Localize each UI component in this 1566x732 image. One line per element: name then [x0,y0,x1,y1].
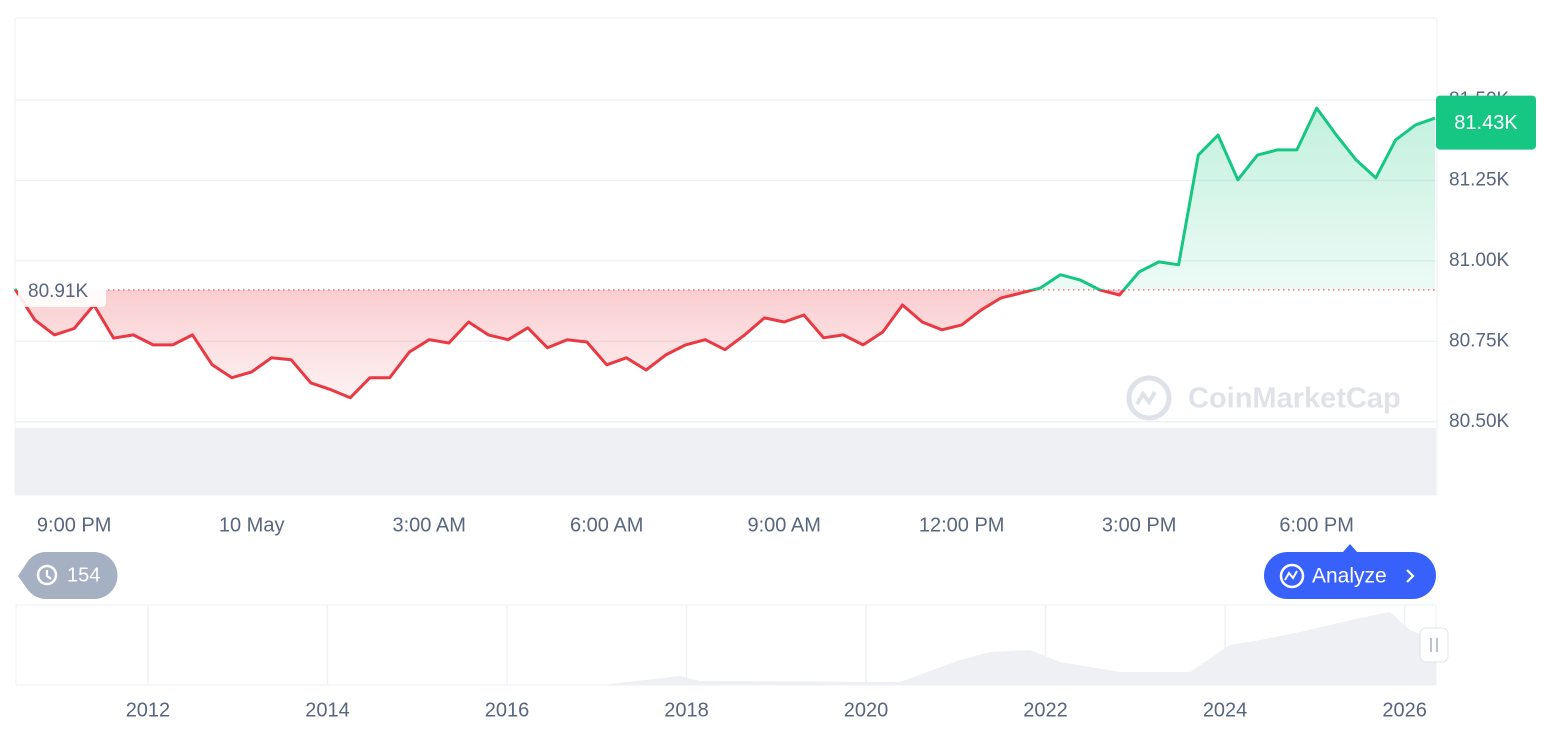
x-tick-label: 3:00 PM [1102,514,1176,536]
x-tick-label: 3:00 AM [392,514,465,536]
navigator-year-label: 2026 [1382,699,1427,721]
last-price-tag [1436,95,1536,150]
navigator-year-label: 2022 [1023,699,1068,721]
analyze-button[interactable]: Analyze [1264,544,1436,599]
navigator-year-label: 2014 [305,699,350,721]
y-tick-label: 80.50K [1449,411,1510,432]
navigator-year-label: 2024 [1203,699,1248,721]
x-tick-label: 9:00 PM [37,514,111,536]
handle-grip [1430,638,1438,652]
volume-band [15,428,1436,495]
price-area [15,108,1435,398]
price-line [13,106,1436,400]
y-tick-label: 81.25K [1449,169,1510,190]
navigator-year-label: 2016 [485,699,530,721]
navigator-handle[interactable] [1419,627,1449,663]
history-count: 154 [67,564,100,586]
y-tick-label: 80.75K [1449,330,1510,351]
x-tick-label: 9:00 AM [747,514,820,536]
navigator-year-label: 2020 [844,699,889,721]
y-tick-label: 81.00K [1449,250,1510,271]
history-badge[interactable]: 154 [18,552,118,599]
x-tick-label: 6:00 PM [1279,514,1353,536]
navigator-area [16,612,1436,685]
navigator-year-label: 2018 [664,699,709,721]
baseline-label-bg [18,272,106,307]
x-tick-label: 12:00 PM [919,514,1005,536]
last-price-label: 81.43K [1454,112,1518,134]
x-tick-label: 10 May [219,514,285,536]
watermark-text: CoinMarketCap [1188,383,1401,415]
x-tick-label: 6:00 AM [570,514,643,536]
watermark: CoinMarketCap [1126,375,1401,421]
analyze-label: Analyze [1312,565,1387,588]
baseline-label: 80.91K [28,281,89,302]
navigator-year-label: 2012 [126,699,171,721]
